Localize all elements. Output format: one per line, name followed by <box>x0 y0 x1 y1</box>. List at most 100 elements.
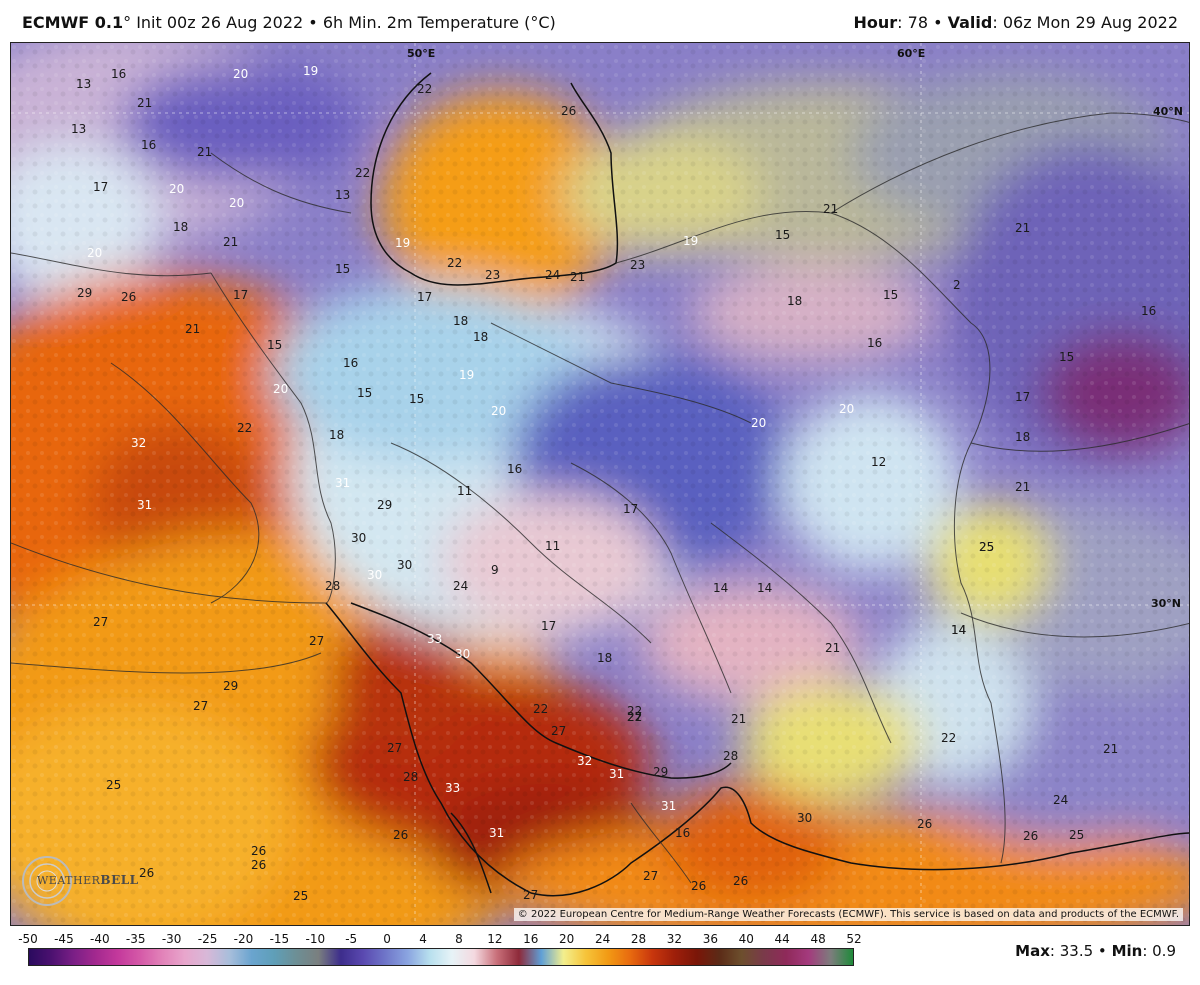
temperature-value-label: 22 <box>627 710 642 724</box>
temperature-value-label: 30 <box>797 811 812 825</box>
temperature-value-label: 22 <box>237 421 252 435</box>
temperature-value-label: 18 <box>597 651 612 665</box>
temperature-value-label: 9 <box>491 563 499 577</box>
temperature-value-label: 26 <box>121 290 136 304</box>
temperature-value-label: 28 <box>325 579 340 593</box>
temperature-value-label: 16 <box>141 138 156 152</box>
temperature-value-label: 13 <box>76 77 91 91</box>
temperature-value-label: 31 <box>661 799 676 813</box>
separator: • <box>308 13 318 32</box>
texture-overlay <box>11 43 1189 925</box>
min-label: Min <box>1111 942 1143 960</box>
temperature-value-label: 19 <box>459 368 474 382</box>
temperature-value-label: 19 <box>683 234 698 248</box>
temperature-value-label: 22 <box>355 166 370 180</box>
product-name: 6h Min. 2m Temperature (°C) <box>322 13 556 32</box>
temperature-value-label: 18 <box>173 220 188 234</box>
colorbar-tick-label: -10 <box>305 932 326 946</box>
temperature-value-label: 27 <box>309 634 324 648</box>
temperature-value-label: 20 <box>169 182 184 196</box>
separator: • <box>1097 942 1107 960</box>
temperature-value-label: 15 <box>267 338 282 352</box>
temperature-value-label: 33 <box>427 632 442 646</box>
temperature-value-label: 21 <box>1015 480 1030 494</box>
temperature-value-label: 31 <box>335 476 350 490</box>
temperature-value-label: 27 <box>523 888 538 902</box>
temperature-value-label: 17 <box>417 290 432 304</box>
temperature-value-label: 21 <box>823 202 838 216</box>
hour-label: Hour <box>853 13 898 32</box>
colorbar-tick-label: 4 <box>419 932 427 946</box>
separator: • <box>933 13 943 32</box>
temperature-value-label: 27 <box>93 615 108 629</box>
temperature-value-label: 13 <box>335 188 350 202</box>
temperature-value-label: 13 <box>71 122 86 136</box>
temperature-value-label: 16 <box>343 356 358 370</box>
temperature-value-label: 25 <box>979 540 994 554</box>
temperature-value-label: 30 <box>455 647 470 661</box>
logo-swirl-icon <box>22 856 72 906</box>
temperature-value-label: 21 <box>825 641 840 655</box>
temperature-value-label: 21 <box>731 712 746 726</box>
temperature-value-label: 26 <box>251 858 266 872</box>
temperature-value-label: 30 <box>351 531 366 545</box>
temperature-value-label: 26 <box>561 104 576 118</box>
temperature-value-label: 21 <box>185 322 200 336</box>
temperature-value-label: 21 <box>570 270 585 284</box>
temperature-value-label: 19 <box>303 64 318 78</box>
temperature-value-label: 28 <box>723 749 738 763</box>
colorbar-tick-label: 16 <box>523 932 539 946</box>
valid-value: : 06z Mon 29 Aug 2022 <box>992 13 1178 32</box>
temperature-value-label: 17 <box>233 288 248 302</box>
logo-part2: BELL <box>100 873 139 887</box>
temperature-value-label: 21 <box>1015 221 1030 235</box>
max-value: : 33.5 <box>1049 942 1094 960</box>
temperature-value-label: 24 <box>453 579 468 593</box>
hour-value: : 78 <box>897 13 928 32</box>
colorbar-tick-label: -5 <box>345 932 358 946</box>
map-header: ECMWF 0.1° Init 00z 26 Aug 2022 • 6h Min… <box>0 0 1200 40</box>
colorbar-tick-label: -20 <box>233 932 254 946</box>
temperature-value-label: 32 <box>577 754 592 768</box>
temperature-value-label: 14 <box>951 623 966 637</box>
graticule <box>11 43 1189 925</box>
temperature-map: 50°E 60°E 40°N 30°N 13 16 20 19 22 21 13 16 21 17… <box>10 42 1190 926</box>
colorbar-tick-label: 20 <box>559 932 575 946</box>
lon-60-label: 60°E <box>897 47 925 60</box>
temperature-value-label: 31 <box>609 767 624 781</box>
temperature-value-label: 32 <box>131 436 146 450</box>
temperature-value-label: 31 <box>137 498 152 512</box>
coastlines <box>325 72 1189 897</box>
temperature-value-label: 2 <box>953 278 961 292</box>
temperature-value-label: 24 <box>1053 793 1068 807</box>
colorbar-labels: -50 -45 -40 -35 -30 -25 -20 -15 -10 -5 0 4 8 12 16 20 24… <box>10 932 870 948</box>
temperature-value-label: 29 <box>77 286 92 300</box>
temperature-value-label: 20 <box>839 402 854 416</box>
temperature-colorbar <box>28 948 854 966</box>
colorbar-tick-label: 44 <box>774 932 790 946</box>
temperature-value-label: 21 <box>197 145 212 159</box>
colorbar-tick-label: 32 <box>666 932 683 946</box>
temperature-value-label: 25 <box>293 889 308 903</box>
min-value: : 0.9 <box>1142 942 1176 960</box>
temperature-value-label: 27 <box>193 699 208 713</box>
max-min-stats: Max: 33.5 • Min: 0.9 <box>1015 942 1176 960</box>
temperature-value-label: 22 <box>627 704 642 718</box>
temperature-value-label: 29 <box>377 498 392 512</box>
temperature-value-label: 26 <box>1023 829 1038 843</box>
temperature-value-label: 16 <box>1141 304 1156 318</box>
temperature-value-label: 23 <box>485 268 500 282</box>
ecmwf-attribution: © 2022 European Centre for Medium-Range … <box>513 908 1183 921</box>
lon-50-label: 50°E <box>407 47 435 60</box>
temperature-value-label: 15 <box>1059 350 1074 364</box>
colorbar-tick-label: 8 <box>455 932 463 946</box>
colorbar-tick-label: 40 <box>738 932 754 946</box>
temperature-value-label: 28 <box>403 770 418 784</box>
temperature-value-label: 19 <box>395 236 410 250</box>
temperature-value-label: 33 <box>445 781 460 795</box>
temperature-value-label: 27 <box>387 741 402 755</box>
temperature-value-label: 22 <box>447 256 462 270</box>
colorbar-tick-label: 12 <box>487 932 503 946</box>
country-borders <box>11 112 1189 884</box>
